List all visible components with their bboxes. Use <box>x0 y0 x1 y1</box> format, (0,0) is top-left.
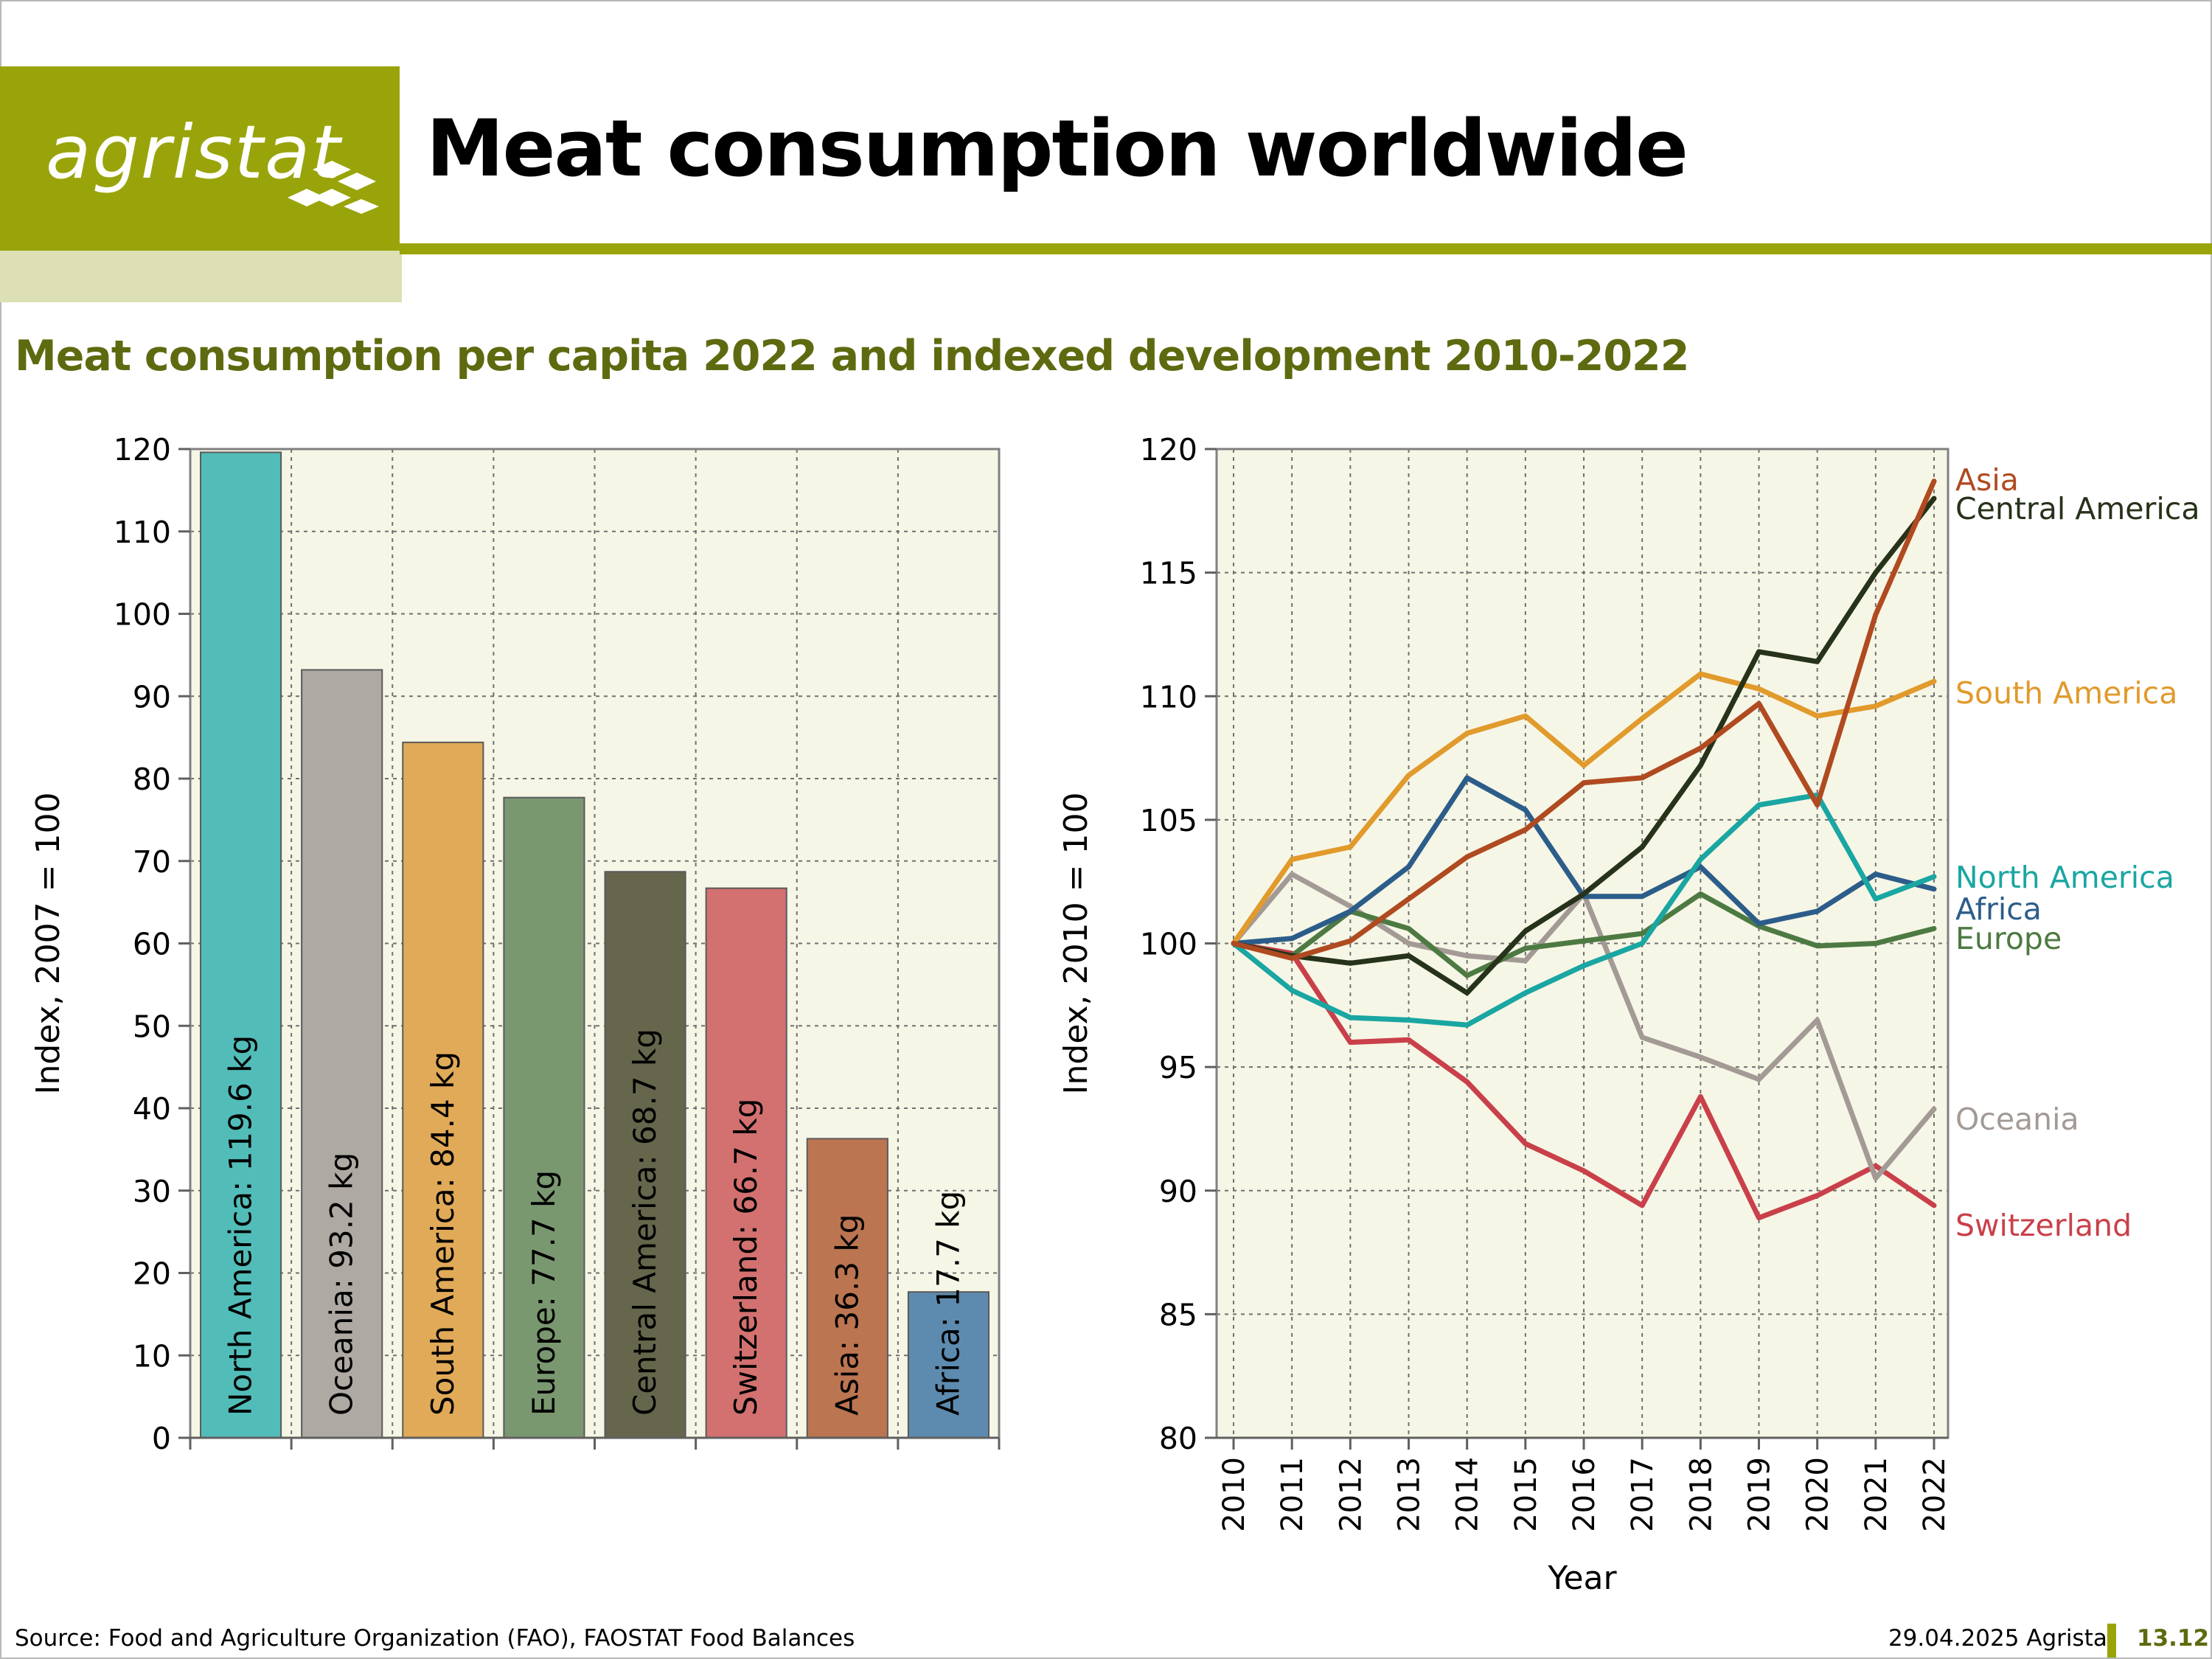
bar-asia <box>806 1138 888 1439</box>
legend-label-south-america: South America <box>1955 675 2177 711</box>
bar-switzerland <box>705 887 787 1439</box>
line-x-tick-label: 2012 <box>1334 1457 1368 1532</box>
legend-label-switzerland: Switzerland <box>1955 1208 2132 1243</box>
line-y-tick-label: 80 <box>1159 1421 1197 1456</box>
agristat-logo <box>0 66 400 251</box>
chart-subtitle: Meat consumption per capita 2022 and ind… <box>15 332 1689 380</box>
bar-label: North America: 119.6 kg <box>223 1035 259 1416</box>
line-x-tick-label: 2018 <box>1684 1457 1718 1532</box>
header-rule <box>400 243 2212 254</box>
line-y-tick-label: 115 <box>1140 556 1197 591</box>
line-x-tick-label: 2017 <box>1626 1457 1660 1532</box>
bar-label: Africa: 17.7 kg <box>930 1191 966 1416</box>
line-x-tick-label: 2015 <box>1509 1457 1543 1532</box>
line-x-axis-label: Year <box>1547 1559 1617 1597</box>
line-y-tick-label: 95 <box>1159 1050 1197 1085</box>
series-line-south-america <box>1231 671 1937 946</box>
bar-y-tick-label: 40 <box>133 1091 171 1127</box>
line-x-tick-label: 2021 <box>1860 1457 1893 1532</box>
bar-central-america <box>604 871 686 1439</box>
legend-label-europe: Europe <box>1955 921 2062 956</box>
line-y-tick-label: 100 <box>1140 927 1197 962</box>
bar-label: Europe: 77.7 kg <box>526 1170 562 1416</box>
line-x-tick-label: 2014 <box>1451 1457 1485 1532</box>
bar-y-tick-label: 70 <box>133 844 171 880</box>
bar-y-axis-label: Index, 2007 = 100 <box>29 793 67 1095</box>
logo-underbar <box>0 251 402 302</box>
line-y-tick-label: 105 <box>1140 803 1197 838</box>
line-y-tick-label: 110 <box>1140 679 1197 714</box>
legend-label-oceania: Oceania <box>1955 1102 2079 1137</box>
bar-label: Oceania: 93.2 kg <box>324 1152 360 1416</box>
series-line-asia <box>1231 479 1937 961</box>
line-y-axis-label: Index, 2010 = 100 <box>1057 793 1095 1095</box>
bar-y-tick-label: 90 <box>133 679 171 714</box>
legend-label-north-america: North America <box>1955 860 2174 895</box>
bar-label: Asia: 36.3 kg <box>829 1214 865 1416</box>
footer-divider <box>2107 1624 2116 1658</box>
footer-date: 29.04.2025 Agristat <box>1888 1625 2116 1652</box>
line-y-tick-label: 90 <box>1159 1174 1197 1209</box>
footer-source: Source: Food and Agriculture Organizatio… <box>15 1625 855 1652</box>
line-x-tick-label: 2022 <box>1918 1457 1952 1532</box>
line-x-tick-label: 2020 <box>1801 1457 1835 1532</box>
bar-y-tick-label: 10 <box>133 1338 171 1374</box>
series-line-switzerland <box>1231 941 1937 1221</box>
bar-y-tick-label: 50 <box>133 1009 171 1044</box>
bar-label: Switzerland: 66.7 kg <box>728 1099 764 1416</box>
legend-label-central-america: Central America <box>1955 491 2199 526</box>
bar-label: South America: 84.4 kg <box>425 1051 461 1416</box>
line-x-tick-label: 2013 <box>1393 1457 1427 1532</box>
bar-south-america <box>402 741 484 1439</box>
legend-label-africa: Africa <box>1955 891 2042 927</box>
bar-y-tick-label: 60 <box>133 927 171 962</box>
bar-y-tick-label: 110 <box>114 515 171 550</box>
bar-y-tick-label: 0 <box>152 1421 171 1456</box>
bar-europe <box>503 796 585 1439</box>
bar-y-tick-label: 100 <box>114 597 171 633</box>
bar-y-tick-label: 80 <box>133 762 171 797</box>
line-x-tick-label: 2019 <box>1743 1457 1777 1532</box>
series-line-north-america <box>1231 792 1937 1028</box>
page-number: 13.12 <box>2137 1625 2210 1652</box>
page-title: Meat consumption worldwide <box>426 103 1688 194</box>
bar-y-tick-label: 20 <box>133 1256 171 1292</box>
bar-y-tick-label: 120 <box>114 432 171 467</box>
line-x-tick-label: 2010 <box>1217 1457 1251 1532</box>
bar-north-america <box>200 451 282 1439</box>
bar-oceania <box>301 669 383 1439</box>
logo-diamonds-icon <box>288 161 379 214</box>
line-y-tick-label: 85 <box>1159 1297 1197 1332</box>
series-line-central-america <box>1231 495 1937 996</box>
line-x-tick-label: 2016 <box>1568 1457 1601 1532</box>
legend-label-asia: Asia <box>1955 462 2019 498</box>
line-x-tick-label: 2011 <box>1276 1457 1310 1532</box>
logo-text: agristat <box>46 109 342 195</box>
bar-label: Central America: 68.7 kg <box>627 1029 663 1416</box>
bar-y-tick-label: 30 <box>133 1174 171 1209</box>
line-y-tick-label: 120 <box>1140 432 1197 467</box>
